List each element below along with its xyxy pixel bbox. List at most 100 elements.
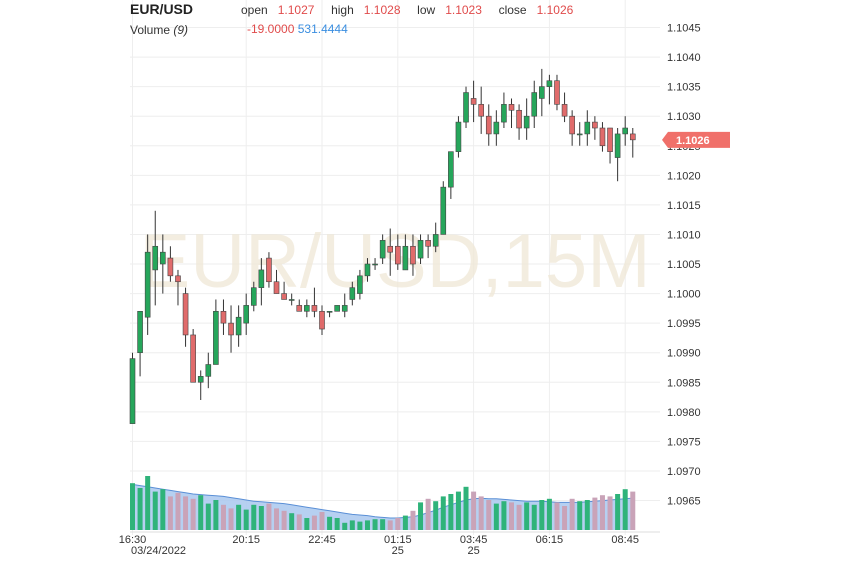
candle-body [493, 121, 500, 135]
x-tick-sublabel: 25 [392, 545, 404, 557]
x-tick-sublabel: 25 [467, 545, 479, 557]
volume-bar [183, 496, 189, 530]
y-tick-label: 1.0995 [667, 318, 701, 330]
volume-bar [364, 520, 370, 530]
candle-body [501, 104, 507, 123]
y-tick-label: 1.1020 [667, 170, 701, 182]
candle-body [250, 287, 257, 306]
candle-body [622, 127, 629, 135]
candle-body [592, 121, 598, 129]
volume-bar [455, 491, 461, 530]
candle-body [394, 245, 401, 265]
low-value: 1.1023 [445, 3, 482, 17]
candle-body [539, 86, 545, 99]
volume-bar [145, 476, 151, 530]
candle-body [273, 281, 280, 294]
candle-body [205, 364, 212, 377]
symbol-label: EUR/USD [130, 1, 194, 17]
candle-body [508, 104, 515, 111]
volume-bar [539, 500, 545, 530]
volume-bar [258, 506, 264, 530]
candle-body [478, 104, 484, 117]
low-label: low [417, 3, 436, 17]
volume-bar [493, 503, 499, 530]
volume-bar [471, 491, 477, 530]
volume-bar [486, 500, 492, 530]
y-tick-label: 1.0990 [667, 348, 701, 360]
candle-body [629, 133, 636, 141]
open-value: 1.1027 [277, 3, 315, 17]
volume-bar [546, 498, 552, 530]
volume-values: -19.0000 531.4444 [247, 22, 348, 36]
candle-body [326, 310, 333, 313]
candle-body [485, 115, 492, 135]
volume-bar [380, 519, 386, 530]
candle-body [425, 240, 431, 247]
candle-body [152, 245, 159, 271]
y-tick-label: 1.0980 [667, 407, 701, 419]
volume-bar [501, 501, 507, 530]
x-tick-label: 16:30 [119, 534, 147, 546]
volume-ma-area [132, 484, 633, 530]
volume-bar [440, 496, 446, 530]
candle-body [584, 121, 591, 135]
volume-bar [607, 496, 613, 530]
volume-bar [349, 520, 355, 530]
volume-bar [213, 500, 219, 530]
y-tick-label: 1.1040 [667, 52, 701, 64]
x-tick-sublabel: 03/24/2022 [131, 545, 186, 557]
candle-body [190, 334, 196, 383]
candle-body [402, 245, 409, 271]
volume-bar [410, 510, 416, 530]
x-tick-label: 03:45 [460, 534, 488, 546]
volume-bar [243, 509, 249, 530]
volume-bar [175, 492, 181, 530]
volume-bar [569, 498, 575, 530]
volume-bar [630, 491, 636, 530]
x-tick-label: 01:15 [384, 534, 412, 546]
high-label: high [331, 3, 354, 17]
volume-bar [228, 508, 234, 530]
last-price-label: 1.1026 [676, 135, 710, 147]
candle-body [243, 305, 249, 324]
candle-body [175, 275, 181, 283]
x-tick-label: 22:45 [308, 534, 336, 546]
candle-body [144, 251, 151, 318]
y-tick-label: 1.0985 [667, 377, 701, 389]
volume-bar [251, 504, 257, 530]
candle-body [129, 358, 136, 424]
volume-bar [319, 512, 325, 530]
candle-body [296, 305, 303, 312]
y-tick-label: 1.1015 [667, 200, 701, 212]
volume-bar [599, 495, 605, 530]
y-tick-label: 1.1030 [667, 111, 701, 123]
volume-bar [130, 483, 135, 530]
candle-body [379, 240, 386, 259]
candle-body [281, 293, 287, 300]
volume-param: (9) [173, 23, 189, 37]
candle-body [607, 127, 613, 152]
volume-bar [615, 494, 621, 530]
y-tick-label: 1.0975 [667, 436, 701, 448]
y-tick-label: 1.1035 [667, 82, 701, 94]
volume-bar [509, 502, 514, 530]
x-tick-label: 20:15 [232, 534, 260, 546]
volume-bar [160, 489, 166, 530]
y-tick-label: 1.0970 [667, 466, 701, 478]
ohlc-legend: open 1.1027 high 1.1028 low 1.1023 close… [241, 3, 573, 17]
volume-bar [296, 514, 302, 530]
volume-bar [342, 522, 348, 530]
volume-bar [167, 496, 173, 530]
candle-body [554, 80, 560, 105]
open-label: open [241, 3, 268, 17]
candle-body [349, 287, 356, 300]
volume-bar [577, 501, 583, 530]
candle-body [455, 121, 462, 152]
candle-body [364, 263, 371, 277]
high-value: 1.1028 [363, 3, 401, 17]
candle-body [463, 92, 469, 123]
volume-bar [554, 502, 560, 530]
y-tick-label: 1.0965 [667, 496, 701, 508]
